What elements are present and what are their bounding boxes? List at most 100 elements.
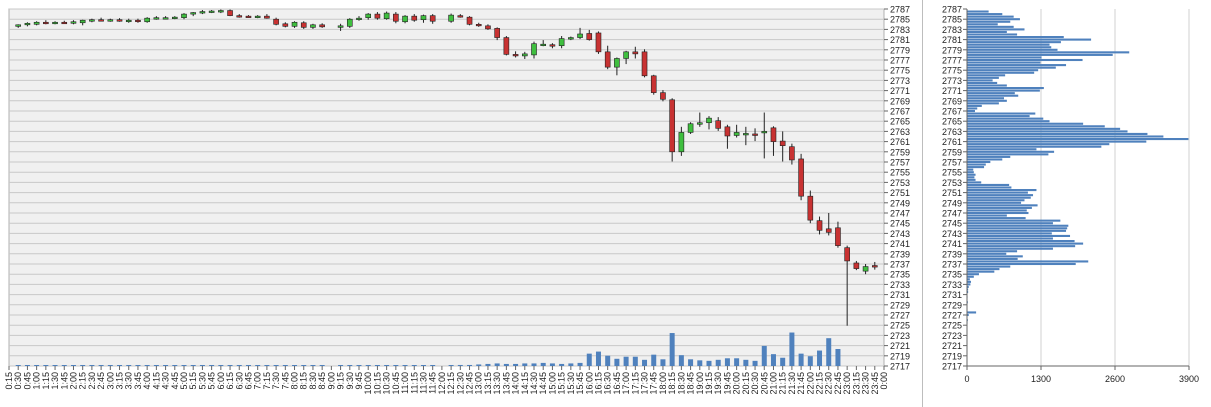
volume-bar bbox=[494, 363, 500, 366]
y-tick-label: 2737 bbox=[890, 260, 910, 270]
profile-y-tick-label: 2755 bbox=[942, 168, 962, 178]
candle-up bbox=[402, 15, 408, 23]
profile-bar bbox=[967, 260, 1089, 263]
volume-bar bbox=[595, 351, 601, 366]
profile-bar bbox=[967, 168, 974, 171]
volume-bar bbox=[770, 354, 776, 366]
candle-up bbox=[190, 12, 197, 15]
x-tick-label: 9:30 bbox=[345, 372, 355, 390]
x-tick-label: 18:30 bbox=[676, 372, 686, 395]
y-tick-label: 2725 bbox=[890, 321, 910, 331]
profile-y-tick-label: 2745 bbox=[942, 219, 962, 229]
x-tick-label: 6:15 bbox=[225, 372, 235, 390]
profile-bar bbox=[967, 51, 1130, 54]
profile-bar bbox=[967, 201, 1022, 204]
candle-up bbox=[337, 25, 344, 28]
profile-bar bbox=[967, 58, 1083, 62]
candle-down bbox=[300, 22, 307, 28]
volume-bar bbox=[715, 359, 721, 366]
candle-up bbox=[208, 10, 215, 13]
x-tick-label: 21:45 bbox=[796, 372, 806, 395]
x-tick-label: 14:00 bbox=[511, 372, 521, 395]
candle-up bbox=[199, 11, 206, 14]
volume-bar bbox=[743, 359, 749, 366]
profile-bar bbox=[967, 173, 976, 176]
candle-up bbox=[356, 17, 362, 20]
y-tick-label: 2735 bbox=[890, 270, 910, 280]
profile-bar bbox=[967, 275, 974, 278]
profile-bar bbox=[967, 211, 1029, 215]
profile-bar bbox=[967, 102, 999, 105]
volume-bar bbox=[503, 363, 509, 366]
profile-y-tick-label: 2723 bbox=[942, 331, 962, 341]
volume-bar bbox=[485, 363, 491, 366]
profile-bar bbox=[967, 285, 969, 288]
volume-bar bbox=[586, 353, 592, 366]
candle-down bbox=[245, 15, 252, 18]
profile-bar bbox=[967, 138, 1189, 141]
candle-up bbox=[761, 131, 768, 134]
y-tick-label: 2779 bbox=[890, 45, 910, 55]
candle-up bbox=[678, 132, 685, 153]
candle-up bbox=[291, 21, 298, 27]
profile-x-tick-label: 3900 bbox=[1179, 374, 1199, 384]
y-tick-label: 2741 bbox=[890, 239, 910, 249]
x-tick-label: 0:30 bbox=[13, 372, 23, 390]
y-tick-label: 2771 bbox=[890, 86, 910, 96]
profile-y-tick-label: 2731 bbox=[942, 290, 962, 300]
profile-bar bbox=[967, 109, 975, 113]
profile-bar bbox=[967, 143, 1110, 146]
y-tick-label: 2773 bbox=[890, 76, 910, 86]
profile-bar bbox=[967, 36, 1064, 39]
profile-y-tick-label: 2725 bbox=[942, 321, 962, 331]
x-tick-label: 4:15 bbox=[151, 372, 161, 390]
x-tick-label: 0:00 bbox=[879, 372, 889, 390]
profile-bar bbox=[967, 107, 978, 110]
profile-bar bbox=[967, 273, 979, 276]
profile-bar bbox=[967, 234, 1071, 237]
profile-bar bbox=[967, 257, 1018, 260]
profile-bar bbox=[967, 178, 976, 181]
y-tick-label: 2731 bbox=[890, 290, 910, 300]
candle-down bbox=[853, 262, 860, 269]
candle-up bbox=[420, 15, 427, 21]
volume-bar bbox=[513, 363, 519, 366]
candle-down bbox=[816, 220, 823, 231]
profile-bar bbox=[967, 81, 998, 84]
volume-bar bbox=[476, 364, 482, 366]
candle-up bbox=[743, 133, 749, 136]
x-tick-label: 16:15 bbox=[593, 372, 603, 395]
volume-bar bbox=[568, 363, 574, 366]
x-tick-label: 2:45 bbox=[96, 372, 106, 390]
profile-bar bbox=[967, 140, 1147, 143]
profile-bar bbox=[967, 150, 1055, 153]
volume-bar bbox=[807, 356, 813, 366]
volume-bar bbox=[430, 365, 436, 366]
profile-bar bbox=[967, 25, 1014, 28]
y-tick-label: 2751 bbox=[890, 188, 910, 198]
candle-down bbox=[835, 227, 841, 246]
x-tick-label: 4:45 bbox=[170, 372, 180, 390]
candle-up bbox=[706, 117, 712, 124]
volume-bar bbox=[706, 360, 712, 366]
volume-bar bbox=[126, 365, 132, 366]
candle-down bbox=[752, 133, 758, 136]
profile-x-tick-label: 2600 bbox=[1105, 374, 1125, 384]
profile-y-tick-label: 2773 bbox=[942, 76, 962, 86]
profile-bar bbox=[967, 278, 970, 281]
x-tick-label: 14:15 bbox=[520, 372, 530, 395]
profile-bar bbox=[967, 242, 1084, 245]
x-tick-label: 19:00 bbox=[695, 372, 705, 395]
profile-bar bbox=[967, 15, 1014, 18]
x-tick-label: 13:00 bbox=[474, 372, 484, 395]
volume-bar bbox=[117, 365, 123, 366]
x-tick-label: 5:00 bbox=[179, 372, 189, 390]
x-tick-label: 5:45 bbox=[207, 372, 217, 390]
profile-bar bbox=[967, 270, 995, 273]
volume-bar bbox=[70, 365, 76, 366]
volume-bar bbox=[310, 365, 316, 366]
profile-bar bbox=[967, 219, 1061, 222]
volume-bar bbox=[374, 365, 380, 366]
x-tick-label: 3:45 bbox=[133, 372, 143, 390]
